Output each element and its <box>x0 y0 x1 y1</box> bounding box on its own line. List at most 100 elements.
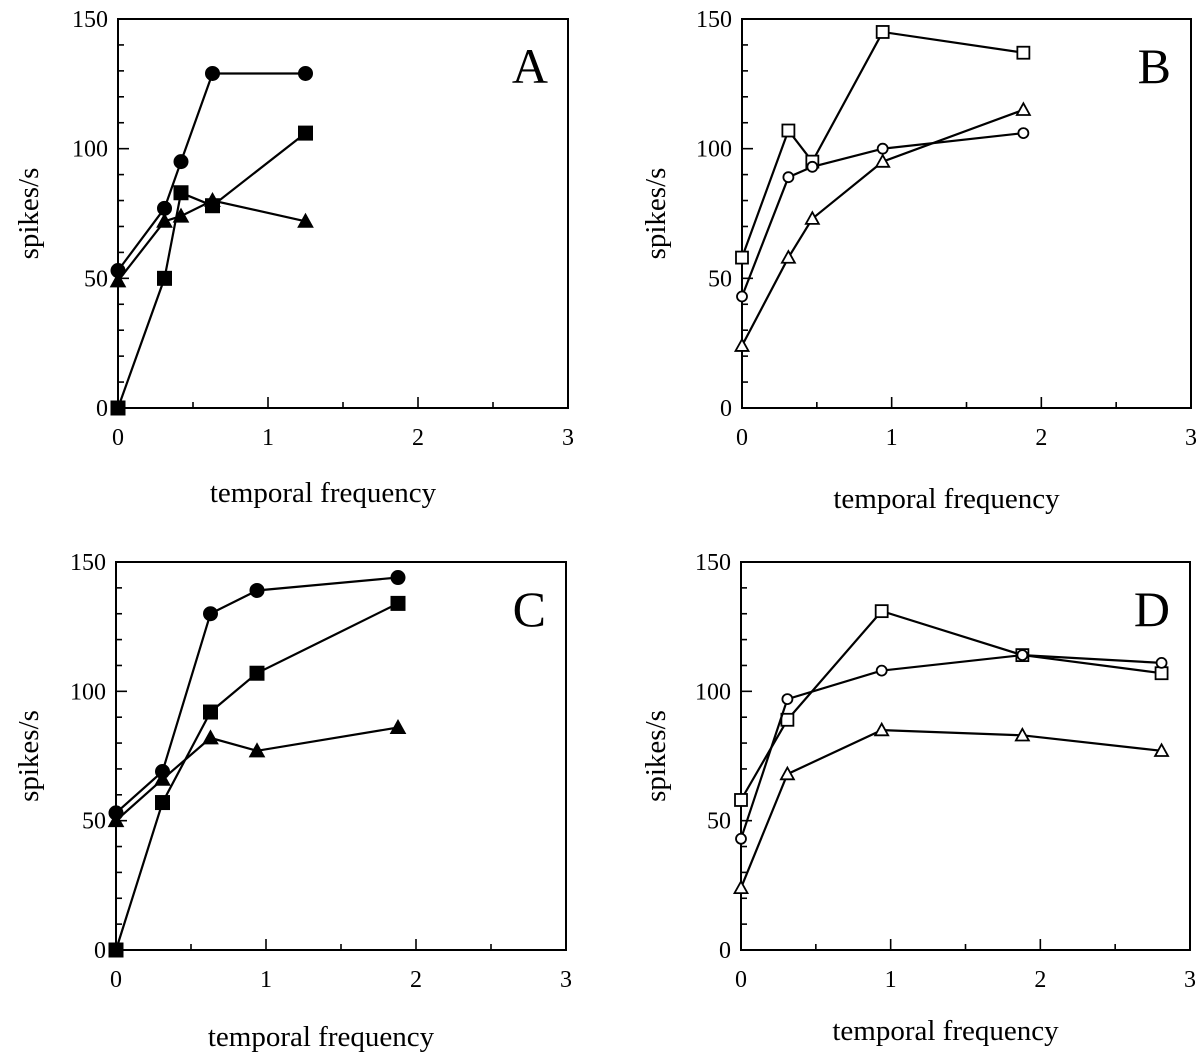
point-square <box>155 795 170 811</box>
point-circle <box>1017 127 1030 140</box>
point-circle <box>390 570 406 586</box>
y-tick-label: 50 <box>707 809 731 835</box>
x-axis-title: temporal frequency <box>210 477 437 509</box>
y-tick-label: 50 <box>84 266 108 292</box>
y-tick-label: 0 <box>96 396 108 422</box>
point-square <box>108 942 124 958</box>
y-tick-label: 50 <box>708 266 732 292</box>
series-square <box>110 125 313 416</box>
panel-letter: A <box>512 38 548 94</box>
point-circle <box>173 154 189 170</box>
panel-letter: B <box>1138 38 1171 94</box>
plot-frame <box>740 561 1191 951</box>
y-tick-label: 0 <box>94 938 106 964</box>
point-circle <box>806 160 819 173</box>
point-circle <box>782 171 795 184</box>
series-line <box>116 132 307 409</box>
x-tick-label: 0 <box>736 425 748 451</box>
point-triangle <box>109 272 127 288</box>
x-axis-title: temporal frequency <box>208 1021 435 1052</box>
point-triangle <box>389 719 407 735</box>
x-tick-label: 2 <box>410 967 422 993</box>
point-triangle <box>1014 726 1031 742</box>
point-square <box>203 704 218 720</box>
panel-d: 0 50 100 150 0 1 2 3 temporal frequency spikes/s D <box>640 550 1196 1047</box>
point-square <box>173 185 189 201</box>
point-triangle <box>297 212 314 228</box>
point-square <box>249 665 265 681</box>
point-triangle <box>107 812 125 828</box>
point-circle <box>781 693 794 705</box>
x-tick-label: 3 <box>560 967 572 993</box>
x-tick-label: 0 <box>110 967 122 993</box>
point-circle <box>736 290 748 303</box>
y-axis-title: spikes/s <box>13 168 45 260</box>
point-triangle <box>202 729 219 745</box>
point-triangle <box>1153 742 1170 757</box>
point-circle <box>1155 656 1168 669</box>
point-triangle <box>780 249 797 264</box>
series-circle <box>735 649 1168 845</box>
series-line <box>740 609 1162 801</box>
x-tick-label: 0 <box>735 967 747 993</box>
x-tick-label: 2 <box>1034 967 1046 993</box>
point-square <box>1016 45 1031 60</box>
point-square <box>780 712 795 727</box>
y-tick-label: 150 <box>72 7 108 33</box>
x-tick-label: 3 <box>562 425 574 451</box>
point-triangle <box>804 210 821 225</box>
series-triangle <box>107 719 407 828</box>
y-axis-title: spikes/s <box>640 168 672 260</box>
point-circle <box>876 142 889 155</box>
panel-letter: D <box>1134 581 1170 637</box>
series-line <box>739 653 1162 840</box>
y-tick-label: 100 <box>70 679 106 705</box>
y-axis-title: spikes/s <box>13 710 45 802</box>
point-square <box>157 270 172 286</box>
point-triangle <box>156 212 173 228</box>
y-tick-label: 150 <box>70 550 106 576</box>
point-circle <box>249 582 265 598</box>
series-circle <box>108 570 406 821</box>
series-triangle <box>732 721 1170 895</box>
x-tick-label: 1 <box>262 425 274 451</box>
panel-c: 0 50 100 150 0 1 2 3 temporal frequency spikes/s C <box>13 550 572 1052</box>
series-square <box>108 595 406 958</box>
point-circle <box>735 832 747 845</box>
y-tick-label: 150 <box>696 7 732 33</box>
x-tick-label: 2 <box>412 425 424 451</box>
series-square <box>734 604 1169 807</box>
x-tick-label: 1 <box>886 425 898 451</box>
point-square <box>1154 666 1169 681</box>
x-tick-label: 3 <box>1185 425 1197 451</box>
panel-a: 0 50 100 150 0 1 2 3 temporal frequency spikes/s A <box>13 7 574 509</box>
point-square <box>875 25 890 39</box>
series-line <box>117 72 306 272</box>
series-triangle <box>109 192 314 288</box>
point-square <box>874 604 889 619</box>
x-axis-title: temporal frequency <box>833 483 1060 515</box>
point-square <box>735 250 749 265</box>
point-triangle <box>732 879 750 895</box>
y-tick-label: 100 <box>72 137 108 163</box>
x-tick-label: 2 <box>1035 425 1047 451</box>
x-tick-label: 0 <box>112 425 124 451</box>
x-tick-label: 1 <box>260 967 272 993</box>
x-axis-title: temporal frequency <box>832 1015 1059 1047</box>
point-triangle <box>733 337 751 352</box>
point-circle <box>203 606 218 622</box>
series-triangle <box>733 101 1032 352</box>
panel-b: 0 50 100 150 0 1 2 3 temporal frequency spikes/s B <box>640 7 1197 515</box>
point-triangle <box>154 770 171 786</box>
point-triangle <box>779 765 796 781</box>
y-tick-label: 0 <box>720 396 732 422</box>
point-circle <box>1016 649 1029 662</box>
point-triangle <box>874 153 891 168</box>
point-circle <box>298 65 313 81</box>
x-tick-label: 3 <box>1184 967 1196 993</box>
point-triangle <box>873 721 890 737</box>
point-square <box>734 793 748 807</box>
y-axis-title: spikes/s <box>640 710 672 802</box>
y-tick-label: 50 <box>82 809 106 835</box>
plot-frame <box>115 561 567 951</box>
